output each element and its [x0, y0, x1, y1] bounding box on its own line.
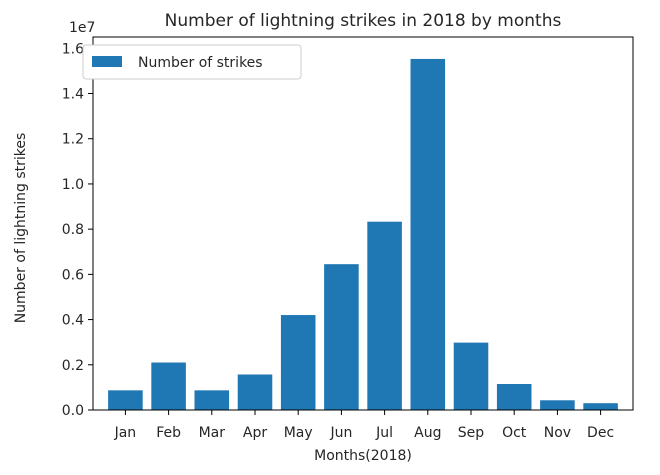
bar-nov	[540, 400, 575, 410]
y-ticks-group: 0.0 0.2 0.4 0.6 0.8 1.0 1.2 1.4 1.6	[62, 41, 93, 419]
x-tick-label-jan: Jan	[114, 425, 137, 441]
y-tick-label-5: 1.0	[62, 177, 84, 193]
y-tick-label-7: 1.4	[62, 87, 84, 103]
legend-swatch	[92, 56, 122, 67]
x-tick-label-jun: Jun	[329, 425, 352, 441]
y-tick-label-4: 0.8	[62, 222, 84, 238]
bar-may	[280, 315, 316, 410]
bar-mar	[194, 390, 230, 410]
bar-apr	[237, 374, 273, 410]
bar-dec	[583, 403, 618, 410]
x-axis-label: Months(2018)	[314, 448, 412, 464]
y-tick-label-1: 0.2	[62, 358, 84, 374]
plot-frame	[92, 36, 634, 411]
y-axis-label: Number of lightning strikes	[13, 133, 29, 324]
bars-group	[108, 58, 618, 411]
x-tick-label-jul: Jul	[375, 425, 393, 441]
x-tick-label-oct: Oct	[502, 425, 527, 441]
x-ticks-group: Jan Feb Mar Apr May Jun Jul Aug Sep Oct Nov Dec	[114, 410, 614, 441]
x-tick-label-nov: Nov	[544, 425, 571, 441]
y-tick-label-8: 1.6	[62, 41, 84, 57]
y-tick-label-6: 1.2	[62, 132, 84, 148]
x-tick-label-apr: Apr	[243, 425, 267, 441]
bar-aug	[410, 58, 446, 411]
y-tick-label-0: 0.0	[62, 403, 84, 419]
y-offset-label: 1e7	[69, 20, 95, 36]
bar-jul	[367, 221, 402, 410]
legend-box	[82, 44, 302, 80]
x-tick-label-may: May	[284, 425, 313, 441]
x-tick-label-aug: Aug	[414, 425, 441, 441]
x-tick-label-mar: Mar	[199, 425, 226, 441]
bar-jan	[108, 390, 143, 410]
y-tick-label-2: 0.4	[62, 313, 84, 329]
bar-sep	[453, 342, 489, 410]
bar-jun	[324, 264, 359, 410]
x-tick-label-dec: Dec	[587, 425, 614, 441]
legend-label: Number of strikes	[138, 55, 263, 71]
x-tick-label-feb: Feb	[156, 425, 181, 441]
x-tick-label-sep: Sep	[458, 425, 485, 441]
bar-feb	[151, 362, 186, 410]
bar-oct	[496, 384, 532, 410]
legend: Number of strikes	[82, 44, 302, 80]
y-tick-label-3: 0.6	[62, 267, 84, 283]
chart-title: Number of lightning strikes in 2018 by m…	[165, 11, 562, 31]
